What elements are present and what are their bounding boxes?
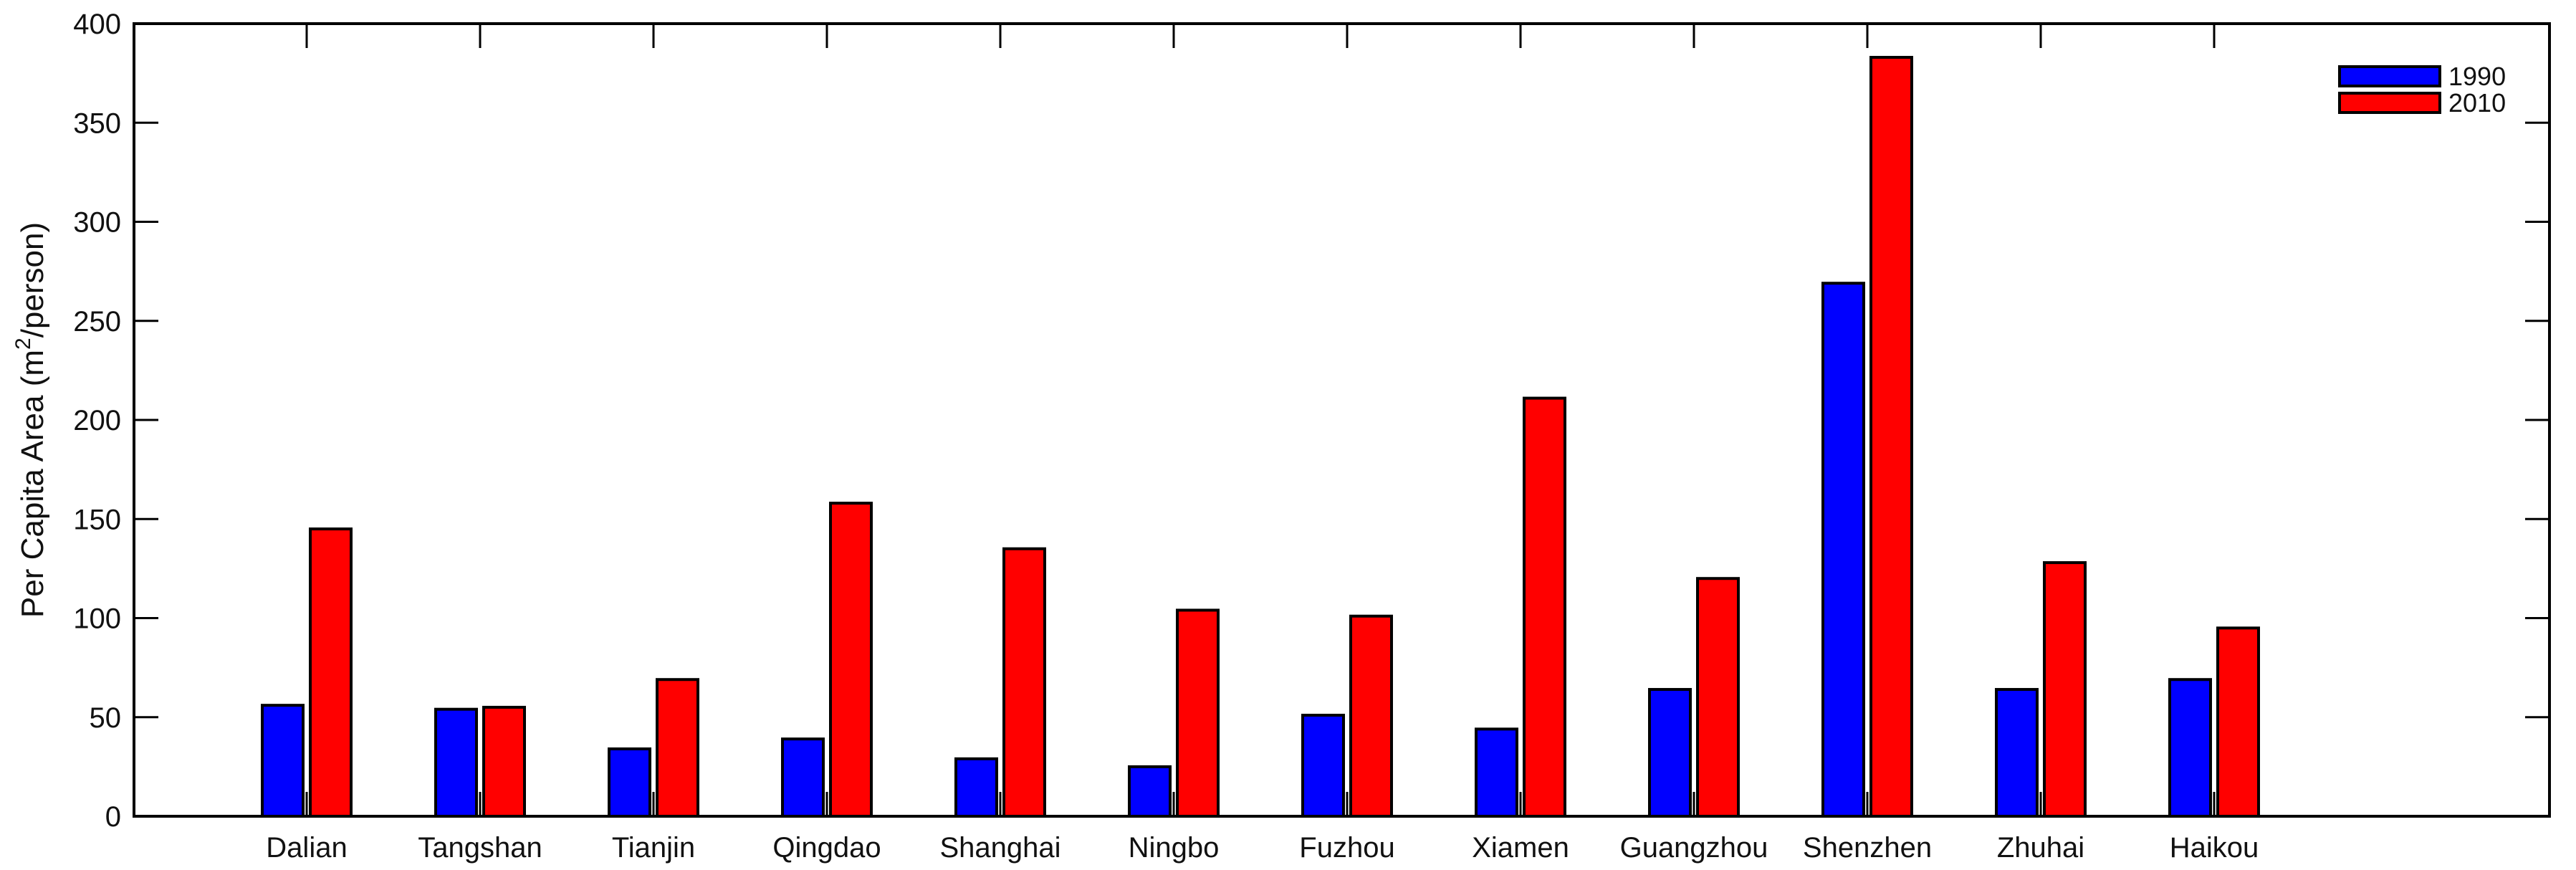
bar-2010-shenzhen xyxy=(1869,56,1913,818)
bar-2010-dalian xyxy=(309,527,353,818)
x-tick-label: Shanghai xyxy=(939,832,1060,864)
y-tick-label: 0 xyxy=(105,801,121,833)
x-tick-label: Haikou xyxy=(2170,832,2259,864)
bar-1990-ningbo xyxy=(1128,765,1172,818)
x-tick-label: Fuzhou xyxy=(1299,832,1394,864)
bar-2010-guangzhou xyxy=(1696,577,1740,818)
y-tick-label: 400 xyxy=(73,9,121,40)
y-tick-label: 100 xyxy=(73,603,121,635)
legend-label-1990: 1990 xyxy=(2448,62,2506,91)
y-tick-label: 50 xyxy=(90,702,122,734)
bar-2010-shanghai xyxy=(1002,547,1046,818)
bar-1990-shanghai xyxy=(954,757,998,818)
x-tick-labels: Dalian Tangshan Tianjin Qingdao Shanghai Ning… xyxy=(266,832,2259,864)
bar-1990-tangshan xyxy=(434,707,478,818)
y-tick-label: 150 xyxy=(73,504,121,535)
y-axis-label-superscript: 2 xyxy=(11,338,35,350)
x-tick-label: Tianjin xyxy=(612,832,695,864)
bar-2010-tianjin xyxy=(656,678,699,818)
plot-frame xyxy=(133,22,2551,818)
x-tick-label: Guangzhou xyxy=(1620,832,1768,864)
bar-2010-fuzhou xyxy=(1349,614,1393,818)
y-tick-label: 250 xyxy=(73,306,121,338)
bar-1990-haikou xyxy=(2168,678,2212,818)
y-tick-labels: 0 50 100 150 200 250 300 350 400 xyxy=(73,9,121,833)
bar-1990-xiamen xyxy=(1475,727,1518,818)
bar-1990-qingdao xyxy=(781,737,825,818)
y-axis-label-suffix: /person) xyxy=(15,222,50,338)
x-tick-label: Tangshan xyxy=(418,832,542,864)
bar-2010-xiamen xyxy=(1523,396,1566,818)
bar-2010-ningbo xyxy=(1176,608,1220,818)
legend-swatch-1990 xyxy=(2338,65,2441,87)
bar-2010-zhuhai xyxy=(2043,561,2087,818)
bar-1990-tianjin xyxy=(608,747,651,818)
bar-2010-tangshan xyxy=(482,705,526,818)
legend-label-2010: 2010 xyxy=(2448,88,2506,118)
x-tick-label: Qingdao xyxy=(772,832,881,864)
bar-1990-dalian xyxy=(261,704,305,818)
bar-2010-haikou xyxy=(2216,626,2260,818)
y-axis-label-main: Per Capita Area (m xyxy=(15,350,50,618)
x-tick-label: Zhuhai xyxy=(1997,832,2084,864)
x-tick-label: Ningbo xyxy=(1129,832,1220,864)
legend-swatch-2010 xyxy=(2338,92,2441,114)
bar-1990-guangzhou xyxy=(1648,688,1692,818)
bar-2010-qingdao xyxy=(829,502,873,818)
x-tick-label: Dalian xyxy=(266,832,347,864)
y-axis-label: Per Capita Area (m2/person) xyxy=(11,222,50,618)
y-tick-label: 350 xyxy=(73,107,121,139)
y-tick-label: 200 xyxy=(73,405,121,436)
bar-1990-fuzhou xyxy=(1301,713,1345,818)
x-tick-label: Xiamen xyxy=(1472,832,1569,864)
x-tick-label: Shenzhen xyxy=(1803,832,1932,864)
bar-1990-zhuhai xyxy=(1995,688,2039,818)
bars-layer xyxy=(261,56,2260,818)
y-tick-label: 300 xyxy=(73,207,121,239)
bar-1990-shenzhen xyxy=(1821,282,1865,818)
